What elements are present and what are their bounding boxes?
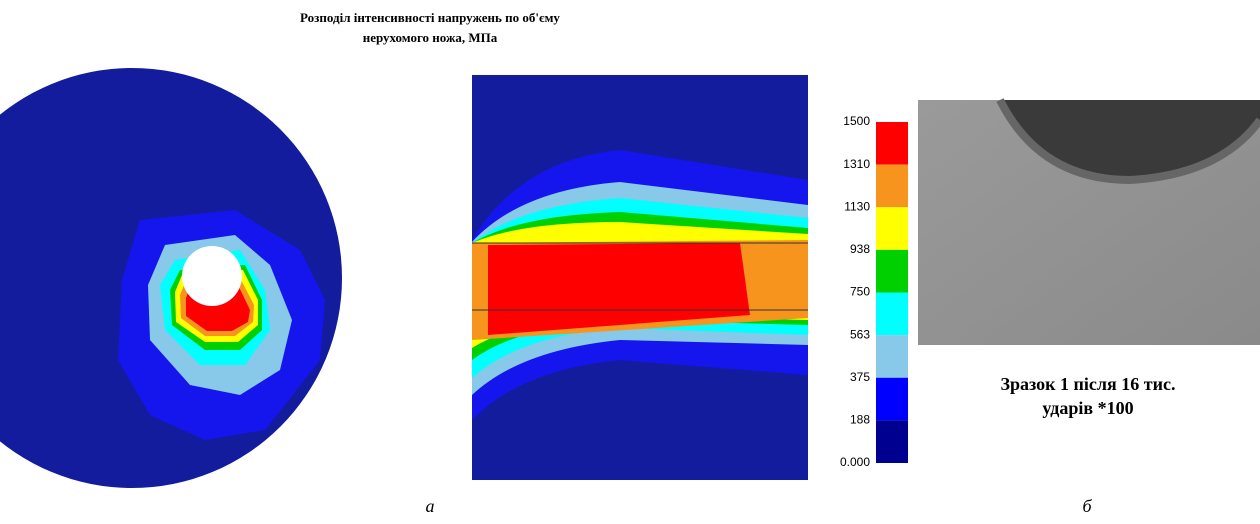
color-band xyxy=(876,293,908,336)
color-band xyxy=(876,420,908,463)
color-band xyxy=(876,378,908,421)
color-band xyxy=(876,122,908,165)
caption-line: Зразок 1 після 16 тис. xyxy=(1001,374,1176,394)
disc-simulation xyxy=(0,68,342,488)
color-band xyxy=(876,335,908,378)
scale-label: 0.000 xyxy=(840,455,870,469)
panel-label: а xyxy=(426,496,435,516)
color-band xyxy=(876,207,908,250)
scale-label: 1130 xyxy=(844,199,870,213)
section-simulation xyxy=(472,75,808,480)
scale-label: 1500 xyxy=(843,114,870,128)
scale-label: 375 xyxy=(850,370,870,384)
panel-label: б xyxy=(1082,496,1092,516)
scale-label: 1310 xyxy=(843,157,870,171)
caption-line: ударів *100 xyxy=(1042,398,1133,418)
photo xyxy=(918,100,1260,345)
scale-label: 938 xyxy=(850,242,870,256)
figure: Розподіл інтенсивності напружень по об'є… xyxy=(0,0,1260,524)
color-scale: 1500 1310 1130 938 750 563 375 188 0.000 xyxy=(840,114,908,469)
title-line: нерухомого ножа, МПа xyxy=(363,30,498,45)
color-band xyxy=(876,250,908,293)
scale-label: 750 xyxy=(850,285,870,299)
title-line: Розподіл інтенсивності напружень по об'є… xyxy=(300,10,560,25)
scale-label: 563 xyxy=(850,327,870,341)
scale-label: 188 xyxy=(850,413,870,427)
color-band xyxy=(876,165,908,208)
